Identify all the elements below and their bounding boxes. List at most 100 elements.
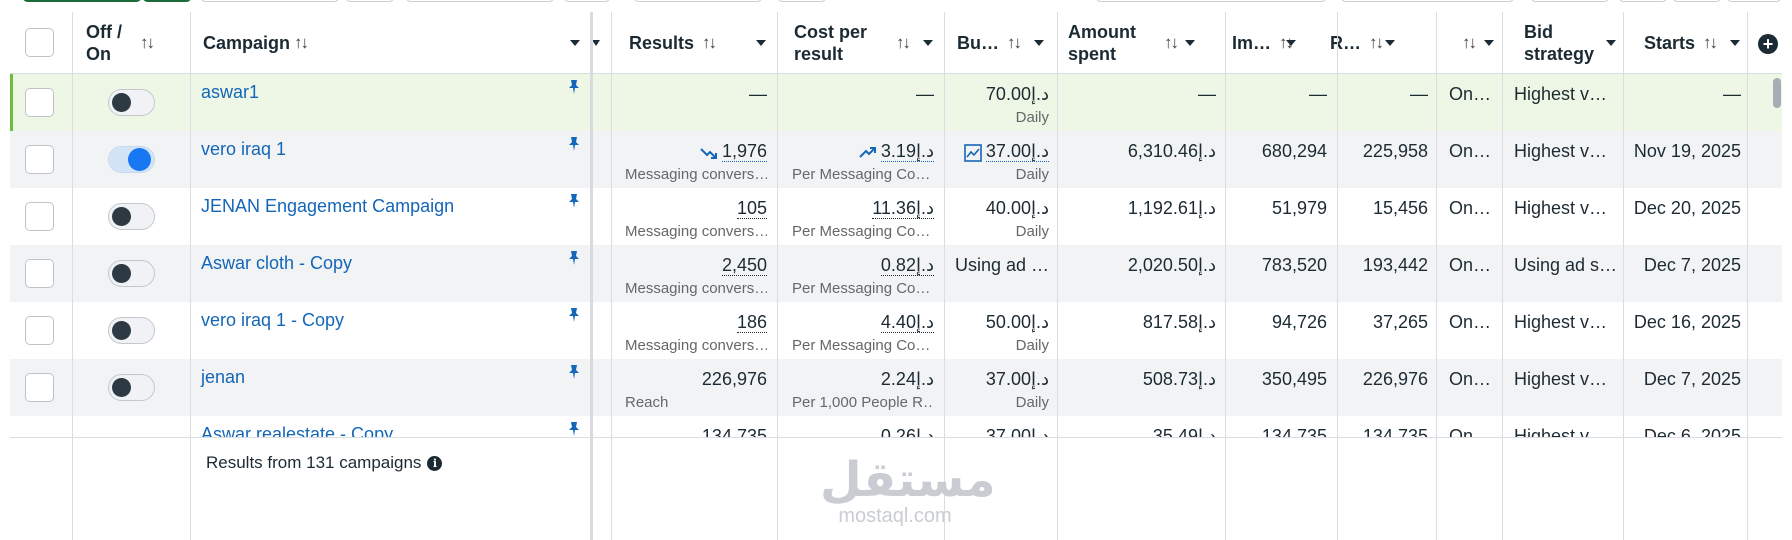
- results-value[interactable]: 1,976: [721, 141, 767, 162]
- header-cost-per-result[interactable]: Cost per result ↑↓: [782, 12, 932, 74]
- header-impressions[interactable]: Im… ↑↓: [1220, 12, 1320, 74]
- toolbar-button[interactable]: [1095, 0, 1327, 2]
- sort-icon[interactable]: ↑↓: [1164, 33, 1179, 52]
- chevron-down-icon[interactable]: [923, 40, 933, 46]
- results-value[interactable]: 186: [736, 312, 767, 333]
- cost-per-result-value[interactable]: 4.40د.إ: [880, 312, 934, 333]
- sort-icon[interactable]: ↑↓: [1369, 33, 1384, 52]
- row-checkbox[interactable]: [25, 373, 54, 402]
- table-row[interactable]: [10, 359, 1782, 416]
- header-bid-strategy[interactable]: Bid strategy: [1512, 12, 1632, 74]
- toolbar-button[interactable]: [1672, 0, 1722, 2]
- header-results[interactable]: Results ↑↓: [617, 12, 777, 74]
- chevron-down-icon[interactable]: [1606, 40, 1616, 46]
- cost-per-result-cell: 2.24د.إ Per 1,000 People R…: [792, 369, 934, 411]
- campaign-name-link[interactable]: vero iraq 1 - Copy: [201, 310, 345, 330]
- pin-icon[interactable]: [567, 136, 581, 152]
- toolbar-button[interactable]: [563, 0, 611, 2]
- campaign-toggle[interactable]: [108, 203, 155, 230]
- add-column-icon[interactable]: +: [1758, 34, 1778, 54]
- pin-icon[interactable]: [567, 307, 581, 323]
- campaign-name-link[interactable]: aswar1: [201, 82, 260, 102]
- chevron-down-icon[interactable]: [592, 40, 600, 46]
- create-dropdown-button[interactable]: [142, 0, 192, 2]
- table-row[interactable]: [10, 245, 1782, 302]
- budget-cell: 40.00د.إ Daily: [986, 198, 1049, 240]
- table-row[interactable]: [10, 131, 1782, 188]
- campaign-toggle[interactable]: [108, 317, 155, 344]
- table-row[interactable]: [10, 188, 1782, 245]
- row-checkbox[interactable]: [25, 88, 54, 117]
- sort-icon[interactable]: ↑↓: [1462, 33, 1477, 52]
- chevron-down-icon[interactable]: [1385, 40, 1395, 46]
- toolbar-button[interactable]: [200, 0, 340, 2]
- pin-icon[interactable]: [567, 79, 581, 95]
- cost-per-result-value[interactable]: 3.19د.إ: [880, 141, 934, 162]
- chevron-down-icon[interactable]: [1034, 40, 1044, 46]
- campaign-name-link[interactable]: Aswar cloth - Copy: [201, 253, 353, 273]
- header-amount-spent[interactable]: Amount spent ↑↓: [1056, 12, 1206, 74]
- results-cell: —: [625, 84, 767, 109]
- create-button[interactable]: [22, 0, 142, 2]
- cost-per-result-value[interactable]: 0.82د.إ: [880, 255, 934, 276]
- toolbar-button[interactable]: [777, 0, 827, 2]
- chart-icon[interactable]: [964, 142, 986, 162]
- chevron-down-icon[interactable]: [570, 40, 580, 46]
- header-reach[interactable]: R… ↑↓: [1318, 12, 1418, 74]
- toolbar-button[interactable]: [1340, 0, 1515, 2]
- pin-icon[interactable]: [567, 250, 581, 266]
- toolbar-button[interactable]: [1530, 0, 1610, 2]
- toolbar-button[interactable]: [345, 0, 395, 2]
- pin-icon[interactable]: [567, 193, 581, 209]
- table-row[interactable]: [10, 302, 1782, 359]
- campaign-toggle[interactable]: [108, 374, 155, 401]
- cost-per-result-value[interactable]: 11.36د.إ: [872, 198, 934, 219]
- toolbar-button[interactable]: [1726, 0, 1782, 2]
- cost-per-result-cell: 4.40د.إ Per Messaging Co…: [792, 312, 934, 354]
- toolbar-button[interactable]: [405, 0, 555, 2]
- chevron-down-icon[interactable]: [1185, 40, 1195, 46]
- results-value[interactable]: 2,450: [721, 255, 767, 276]
- impressions-cell: 350,495: [1262, 369, 1327, 390]
- header-budget[interactable]: Bu… ↑↓: [945, 12, 1045, 74]
- sort-icon[interactable]: ↑↓: [896, 33, 911, 52]
- header-campaign[interactable]: Campaign ↑↓: [191, 12, 591, 74]
- header-off-on[interactable]: Off / On ↑↓: [74, 12, 178, 74]
- footer-divider: [10, 437, 1782, 438]
- sort-icon[interactable]: ↑↓: [702, 33, 717, 52]
- header-starts[interactable]: Starts ↑↓: [1632, 12, 1752, 74]
- header-attribution[interactable]: ↑↓: [1450, 12, 1510, 74]
- pin-icon[interactable]: [567, 364, 581, 380]
- column-divider[interactable]: [590, 12, 593, 540]
- info-icon[interactable]: i: [427, 455, 443, 471]
- row-checkbox[interactable]: [25, 259, 54, 288]
- campaign-toggle[interactable]: [108, 89, 155, 116]
- chevron-down-icon[interactable]: [1484, 40, 1494, 46]
- sort-icon[interactable]: ↑↓: [294, 33, 309, 52]
- sort-icon[interactable]: ↑↓: [140, 33, 155, 52]
- vertical-scrollbar[interactable]: [1773, 78, 1781, 108]
- sort-icon[interactable]: ↑↓: [1703, 33, 1718, 52]
- row-checkbox[interactable]: [25, 202, 54, 231]
- row-checkbox[interactable]: [25, 316, 54, 345]
- results-value[interactable]: 105: [736, 198, 767, 219]
- chevron-down-icon[interactable]: [756, 40, 766, 46]
- toggle-knob: [112, 378, 131, 397]
- campaign-name-link[interactable]: JENAN Engagement Campaign: [201, 196, 455, 216]
- chevron-down-icon[interactable]: [1286, 40, 1296, 46]
- sort-icon[interactable]: ↑↓: [1007, 33, 1022, 52]
- table-row[interactable]: [10, 74, 1782, 131]
- table-row[interactable]: [10, 416, 1782, 437]
- select-all-checkbox[interactable]: [25, 28, 54, 57]
- campaign-name-link[interactable]: vero iraq 1: [201, 139, 287, 159]
- chevron-down-icon[interactable]: [1730, 40, 1740, 46]
- toolbar-button[interactable]: [633, 0, 763, 2]
- budget-value[interactable]: 37.00د.إ: [985, 141, 1049, 162]
- campaign-toggle[interactable]: [108, 260, 155, 287]
- row-checkbox[interactable]: [25, 145, 54, 174]
- toolbar-button[interactable]: [1618, 0, 1668, 2]
- campaign-name-link[interactable]: jenan: [201, 367, 246, 387]
- campaign-toggle[interactable]: [108, 146, 155, 173]
- budget-period: Daily: [1015, 109, 1049, 126]
- pin-icon[interactable]: [567, 421, 581, 437]
